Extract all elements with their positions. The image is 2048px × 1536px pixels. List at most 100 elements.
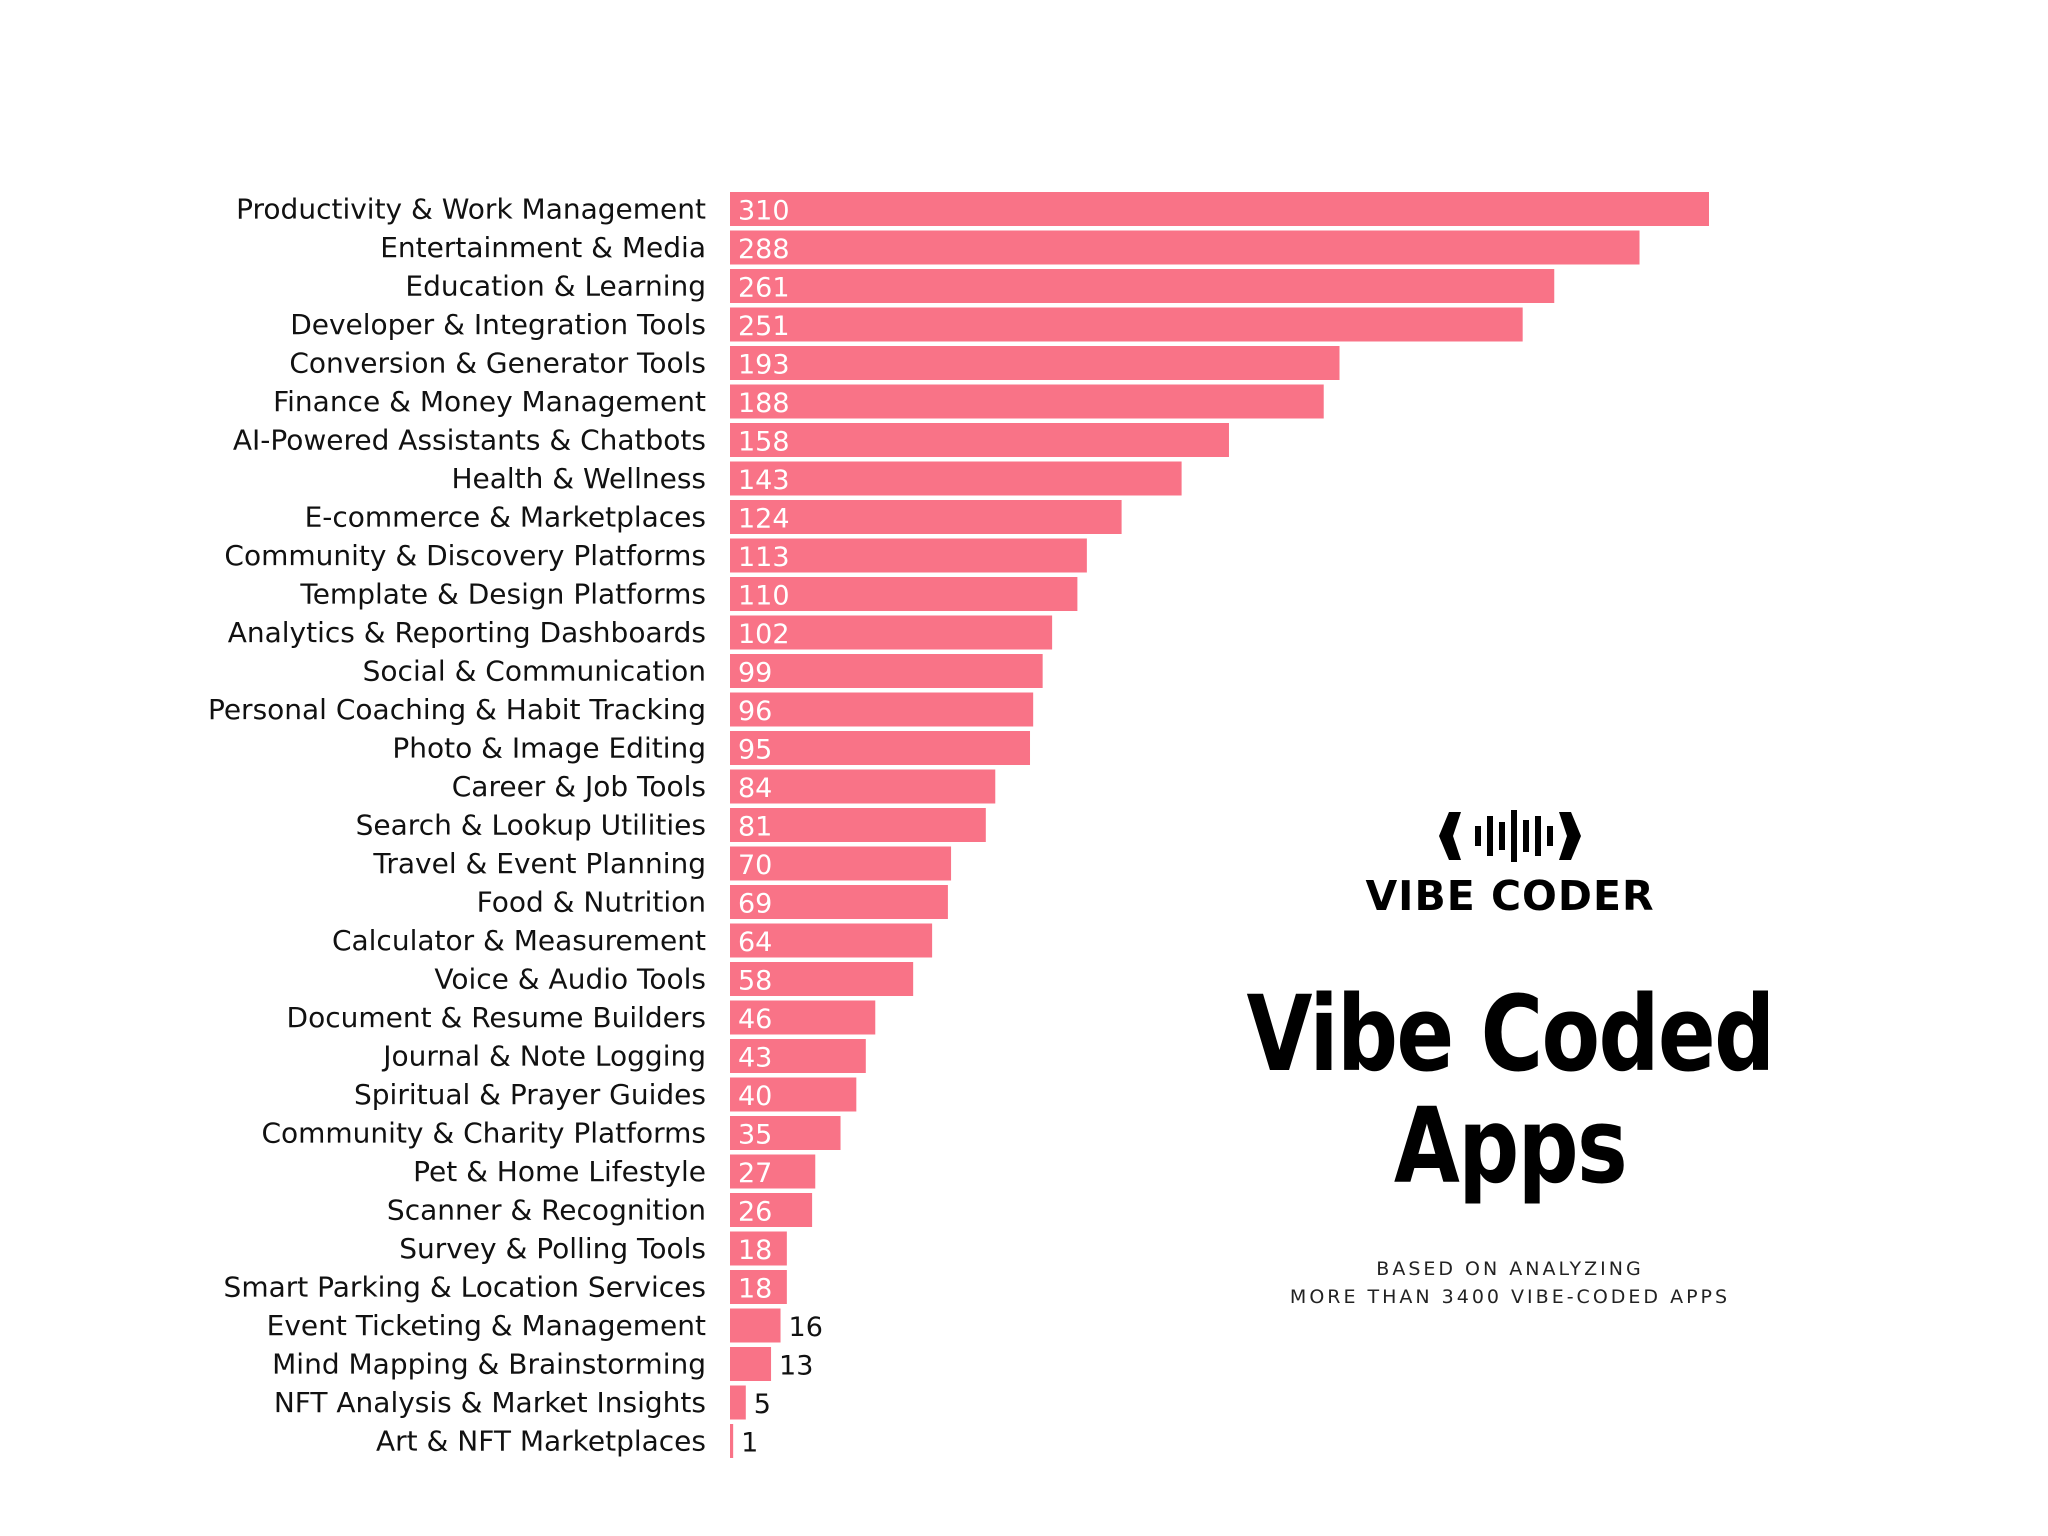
- category-label: Personal Coaching & Habit Tracking: [208, 693, 706, 726]
- bar: [730, 808, 986, 842]
- value-label: 58: [738, 966, 772, 997]
- category-label: NFT Analysis & Market Insights: [274, 1386, 706, 1419]
- value-label: 1: [741, 1428, 758, 1459]
- bar: [730, 1039, 866, 1073]
- value-label: 96: [738, 696, 772, 727]
- category-labels-layer: Productivity & Work Management Entertainm…: [208, 193, 706, 1458]
- value-label: 143: [738, 465, 790, 496]
- category-label: Search & Lookup Utilities: [356, 809, 706, 842]
- category-label: Event Ticketing & Management: [267, 1309, 706, 1342]
- category-label: Finance & Money Management: [273, 385, 706, 418]
- category-label: Journal & Note Logging: [381, 1040, 706, 1073]
- value-labels-layer: 3102882612511931881581431241131101029996…: [738, 196, 823, 1459]
- category-label: Survey & Polling Tools: [399, 1232, 706, 1265]
- category-label: Scanner & Recognition: [387, 1194, 706, 1227]
- bar: [730, 1000, 876, 1035]
- subtitle: BASED ON ANALYZING MORE THAN 3400 VIBE-C…: [1200, 1255, 1820, 1311]
- value-label: 158: [738, 427, 790, 458]
- bars-layer: [730, 192, 1709, 1458]
- category-label: AI-Powered Assistants & Chatbots: [233, 424, 706, 457]
- bar: [730, 500, 1122, 534]
- value-label: 124: [738, 504, 790, 535]
- value-label: 18: [738, 1274, 772, 1305]
- category-label: Art & NFT Marketplaces: [376, 1425, 706, 1458]
- value-label: 288: [738, 234, 790, 265]
- value-label: 46: [738, 1004, 772, 1035]
- bar: [730, 1193, 813, 1227]
- subtitle-line-2: MORE THAN 3400 VIBE-CODED APPS: [1289, 1286, 1731, 1308]
- category-label: Social & Communication: [363, 655, 706, 688]
- category-label: Pet & Home Lifestyle: [413, 1155, 706, 1188]
- bar: [730, 1424, 734, 1458]
- value-label: 43: [738, 1043, 772, 1074]
- value-label: 102: [738, 619, 790, 650]
- value-label: 35: [738, 1120, 772, 1151]
- bar: [730, 1308, 781, 1343]
- category-label: Template & Design Platforms: [299, 578, 706, 611]
- bar: [730, 538, 1087, 573]
- bar: [730, 269, 1555, 303]
- value-label: 84: [738, 773, 772, 804]
- category-label: Calculator & Measurement: [332, 924, 706, 957]
- value-label: 64: [738, 927, 772, 958]
- bar: [730, 423, 1229, 457]
- category-label: Community & Charity Platforms: [261, 1117, 706, 1150]
- category-label: Food & Nutrition: [477, 886, 706, 919]
- value-label: 40: [738, 1081, 772, 1112]
- title-line-2: Apps: [1393, 1085, 1628, 1207]
- category-label: Community & Discovery Platforms: [224, 539, 706, 572]
- bar: [730, 962, 914, 996]
- category-label: Document & Resume Builders: [287, 1001, 706, 1034]
- value-label: 13: [779, 1351, 813, 1382]
- value-label: 81: [738, 812, 772, 843]
- page-title: Vibe Coded Apps: [1239, 978, 1780, 1202]
- value-label: 188: [738, 388, 790, 419]
- bar: [730, 731, 1031, 765]
- bar: [730, 384, 1324, 419]
- category-label: Mind Mapping & Brainstorming: [272, 1348, 706, 1381]
- category-label: Entertainment & Media: [380, 231, 706, 264]
- value-label: 99: [738, 658, 772, 689]
- soundwave-brackets-icon: [1439, 810, 1581, 862]
- bar: [730, 1231, 787, 1266]
- bar: [730, 192, 1709, 226]
- bar: [730, 769, 996, 804]
- category-label: Voice & Audio Tools: [434, 963, 706, 996]
- value-label: 251: [738, 311, 790, 342]
- category-label: Productivity & Work Management: [236, 193, 706, 226]
- bar: [730, 1077, 857, 1112]
- bar: [730, 692, 1034, 727]
- value-label: 193: [738, 350, 790, 381]
- bar: [730, 846, 952, 881]
- brand-block: VIBE CODER: [1250, 806, 1770, 920]
- category-label: Spiritual & Prayer Guides: [354, 1078, 706, 1111]
- category-label: Education & Learning: [405, 270, 706, 303]
- value-label: 26: [738, 1197, 772, 1228]
- value-label: 18: [738, 1235, 772, 1266]
- value-label: 70: [738, 850, 772, 881]
- category-label: Travel & Event Planning: [372, 847, 706, 880]
- bar: [730, 461, 1182, 496]
- title-line-1: Vibe Coded: [1246, 973, 1775, 1095]
- bar: [730, 1116, 841, 1150]
- bar: [730, 346, 1340, 380]
- category-label: Analytics & Reporting Dashboards: [228, 616, 706, 649]
- value-label: 95: [738, 735, 772, 766]
- bar: [730, 654, 1043, 688]
- value-label: 27: [738, 1158, 772, 1189]
- category-label: E-commerce & Marketplaces: [305, 501, 706, 534]
- value-label: 69: [738, 889, 772, 920]
- value-label: 16: [789, 1312, 823, 1343]
- value-label: 5: [754, 1389, 771, 1420]
- subtitle-line-1: BASED ON ANALYZING: [1376, 1258, 1644, 1280]
- bar: [730, 1154, 816, 1189]
- value-label: 110: [738, 581, 790, 612]
- category-label: Developer & Integration Tools: [290, 308, 706, 341]
- value-label: 113: [738, 542, 790, 573]
- category-label: Conversion & Generator Tools: [289, 347, 706, 380]
- bar: [730, 923, 933, 958]
- value-label: 310: [738, 196, 790, 227]
- category-label: Smart Parking & Location Services: [224, 1271, 706, 1304]
- category-label: Photo & Image Editing: [392, 732, 706, 765]
